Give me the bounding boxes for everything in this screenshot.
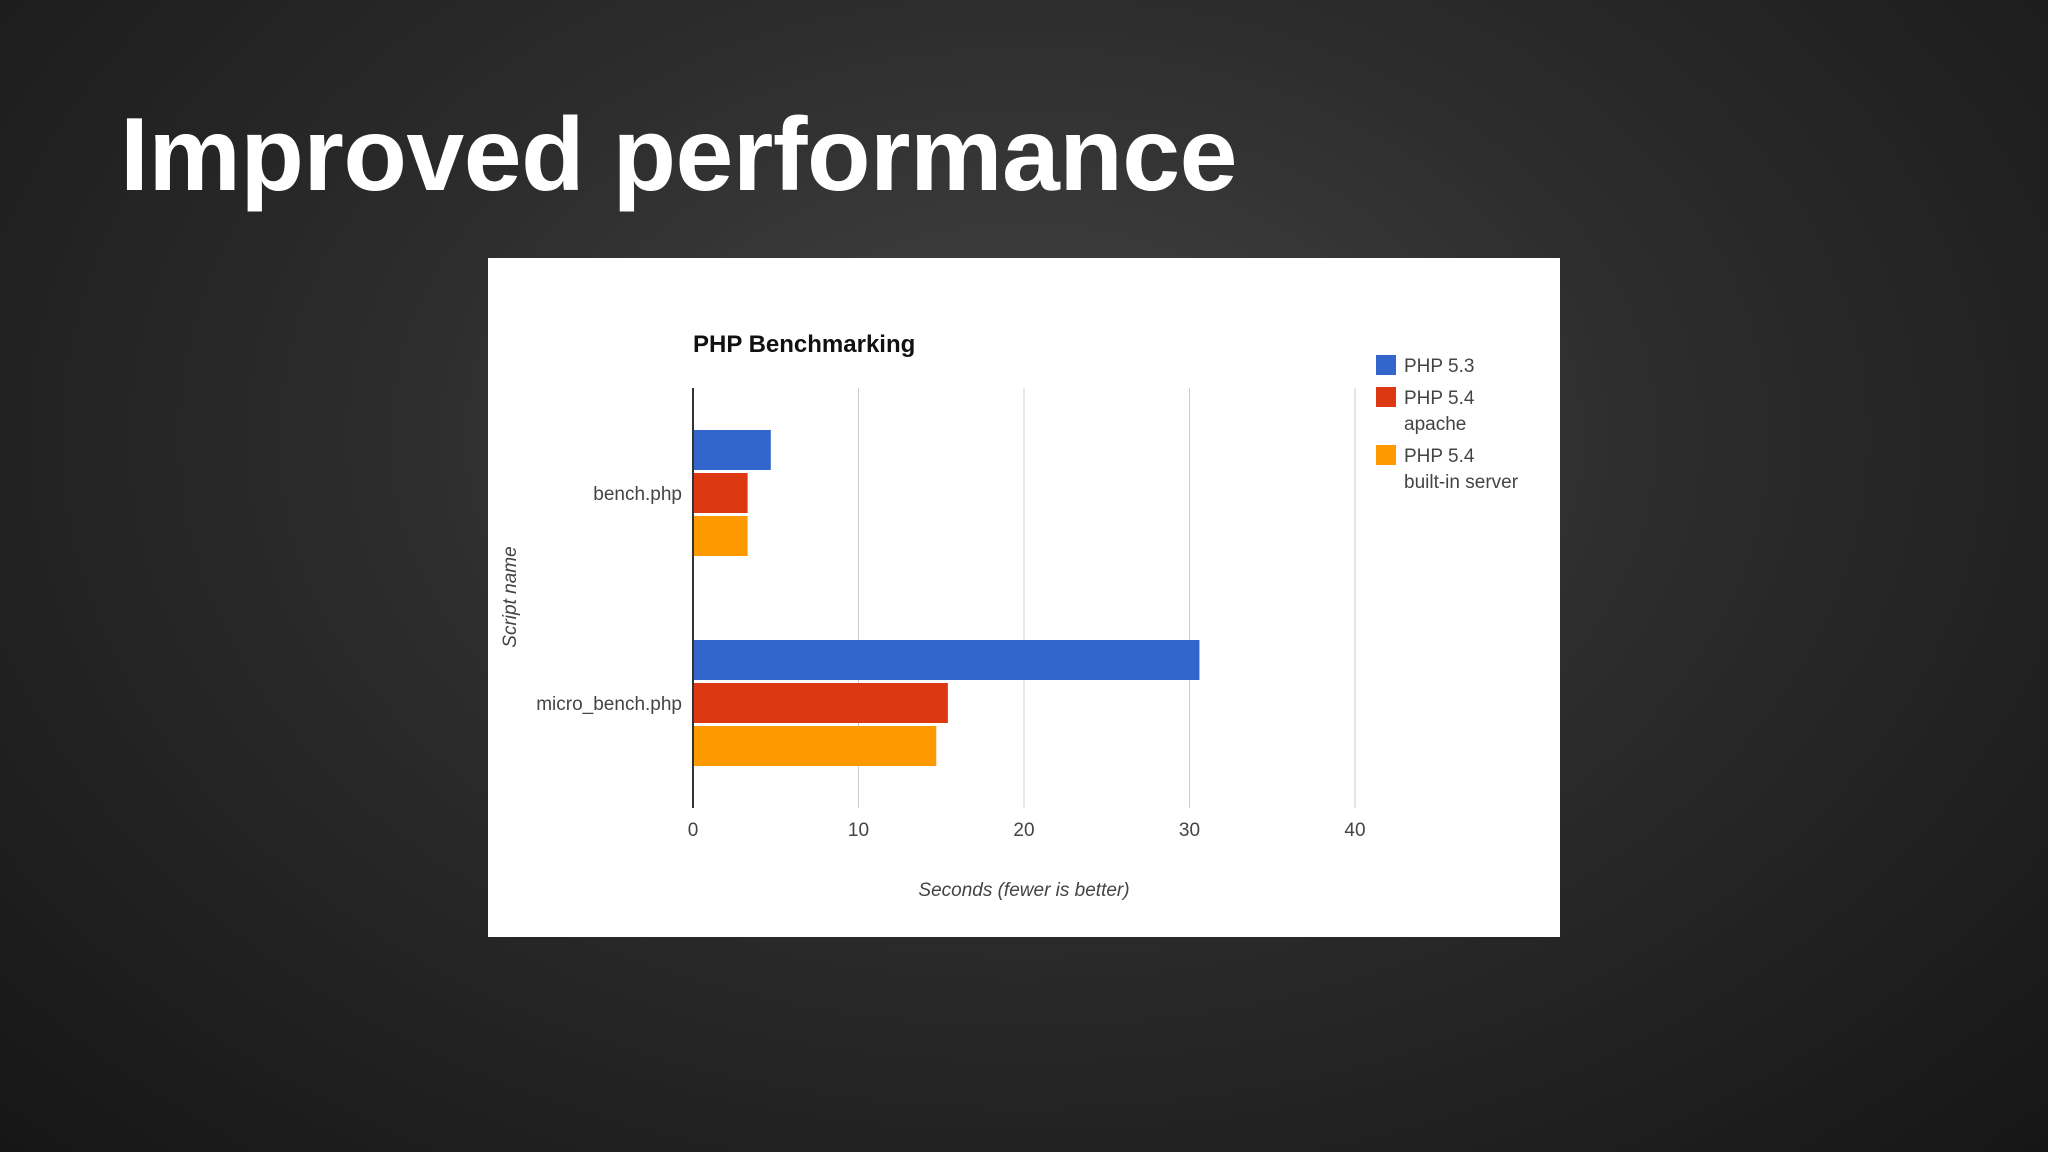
bar-micro-bench-php-series-2 [693,726,937,766]
bar-bench-php-series-0 [693,430,771,470]
x-tick-label: 30 [1179,820,1200,841]
legend-sublabel: apache [1404,414,1466,435]
legend-swatch [1376,355,1396,375]
bars [693,430,1200,766]
legend-swatch [1376,387,1396,407]
legend-sublabel: built-in server [1404,472,1519,493]
chart-title: PHP Benchmarking [693,331,915,358]
bar-micro-bench-php-series-1 [693,683,948,723]
x-axis-title: Seconds (fewer is better) [918,880,1129,901]
slide-title: Improved performance [120,97,1238,213]
category-label: bench.php [593,484,682,505]
bar-micro-bench-php-series-0 [693,640,1200,680]
legend-label: PHP 5.4 [1404,446,1475,467]
x-tick-label: 40 [1344,820,1365,841]
legend-label: PHP 5.3 [1404,356,1474,377]
x-axis-ticks: 0 10 20 30 40 [688,820,1366,841]
category-label: micro_bench.php [536,694,682,715]
y-axis-categories: bench.php micro_bench.php [536,484,682,715]
legend-swatch [1376,445,1396,465]
chart-card: PHP Benchmarking 0 10 20 30 40 bench.php micr… [488,258,1560,937]
x-tick-label: 10 [848,820,869,841]
legend-label: PHP 5.4 [1404,388,1475,409]
legend: PHP 5.3 PHP 5.4 apache PHP 5.4 built-in serv… [1376,355,1519,493]
bar-bench-php-series-2 [693,516,748,556]
y-axis-title: Script name [500,546,521,647]
bar-chart: PHP Benchmarking 0 10 20 30 40 bench.php micr… [500,331,1519,901]
x-tick-label: 20 [1013,820,1034,841]
x-tick-label: 0 [688,820,699,841]
bar-bench-php-series-1 [693,473,748,513]
